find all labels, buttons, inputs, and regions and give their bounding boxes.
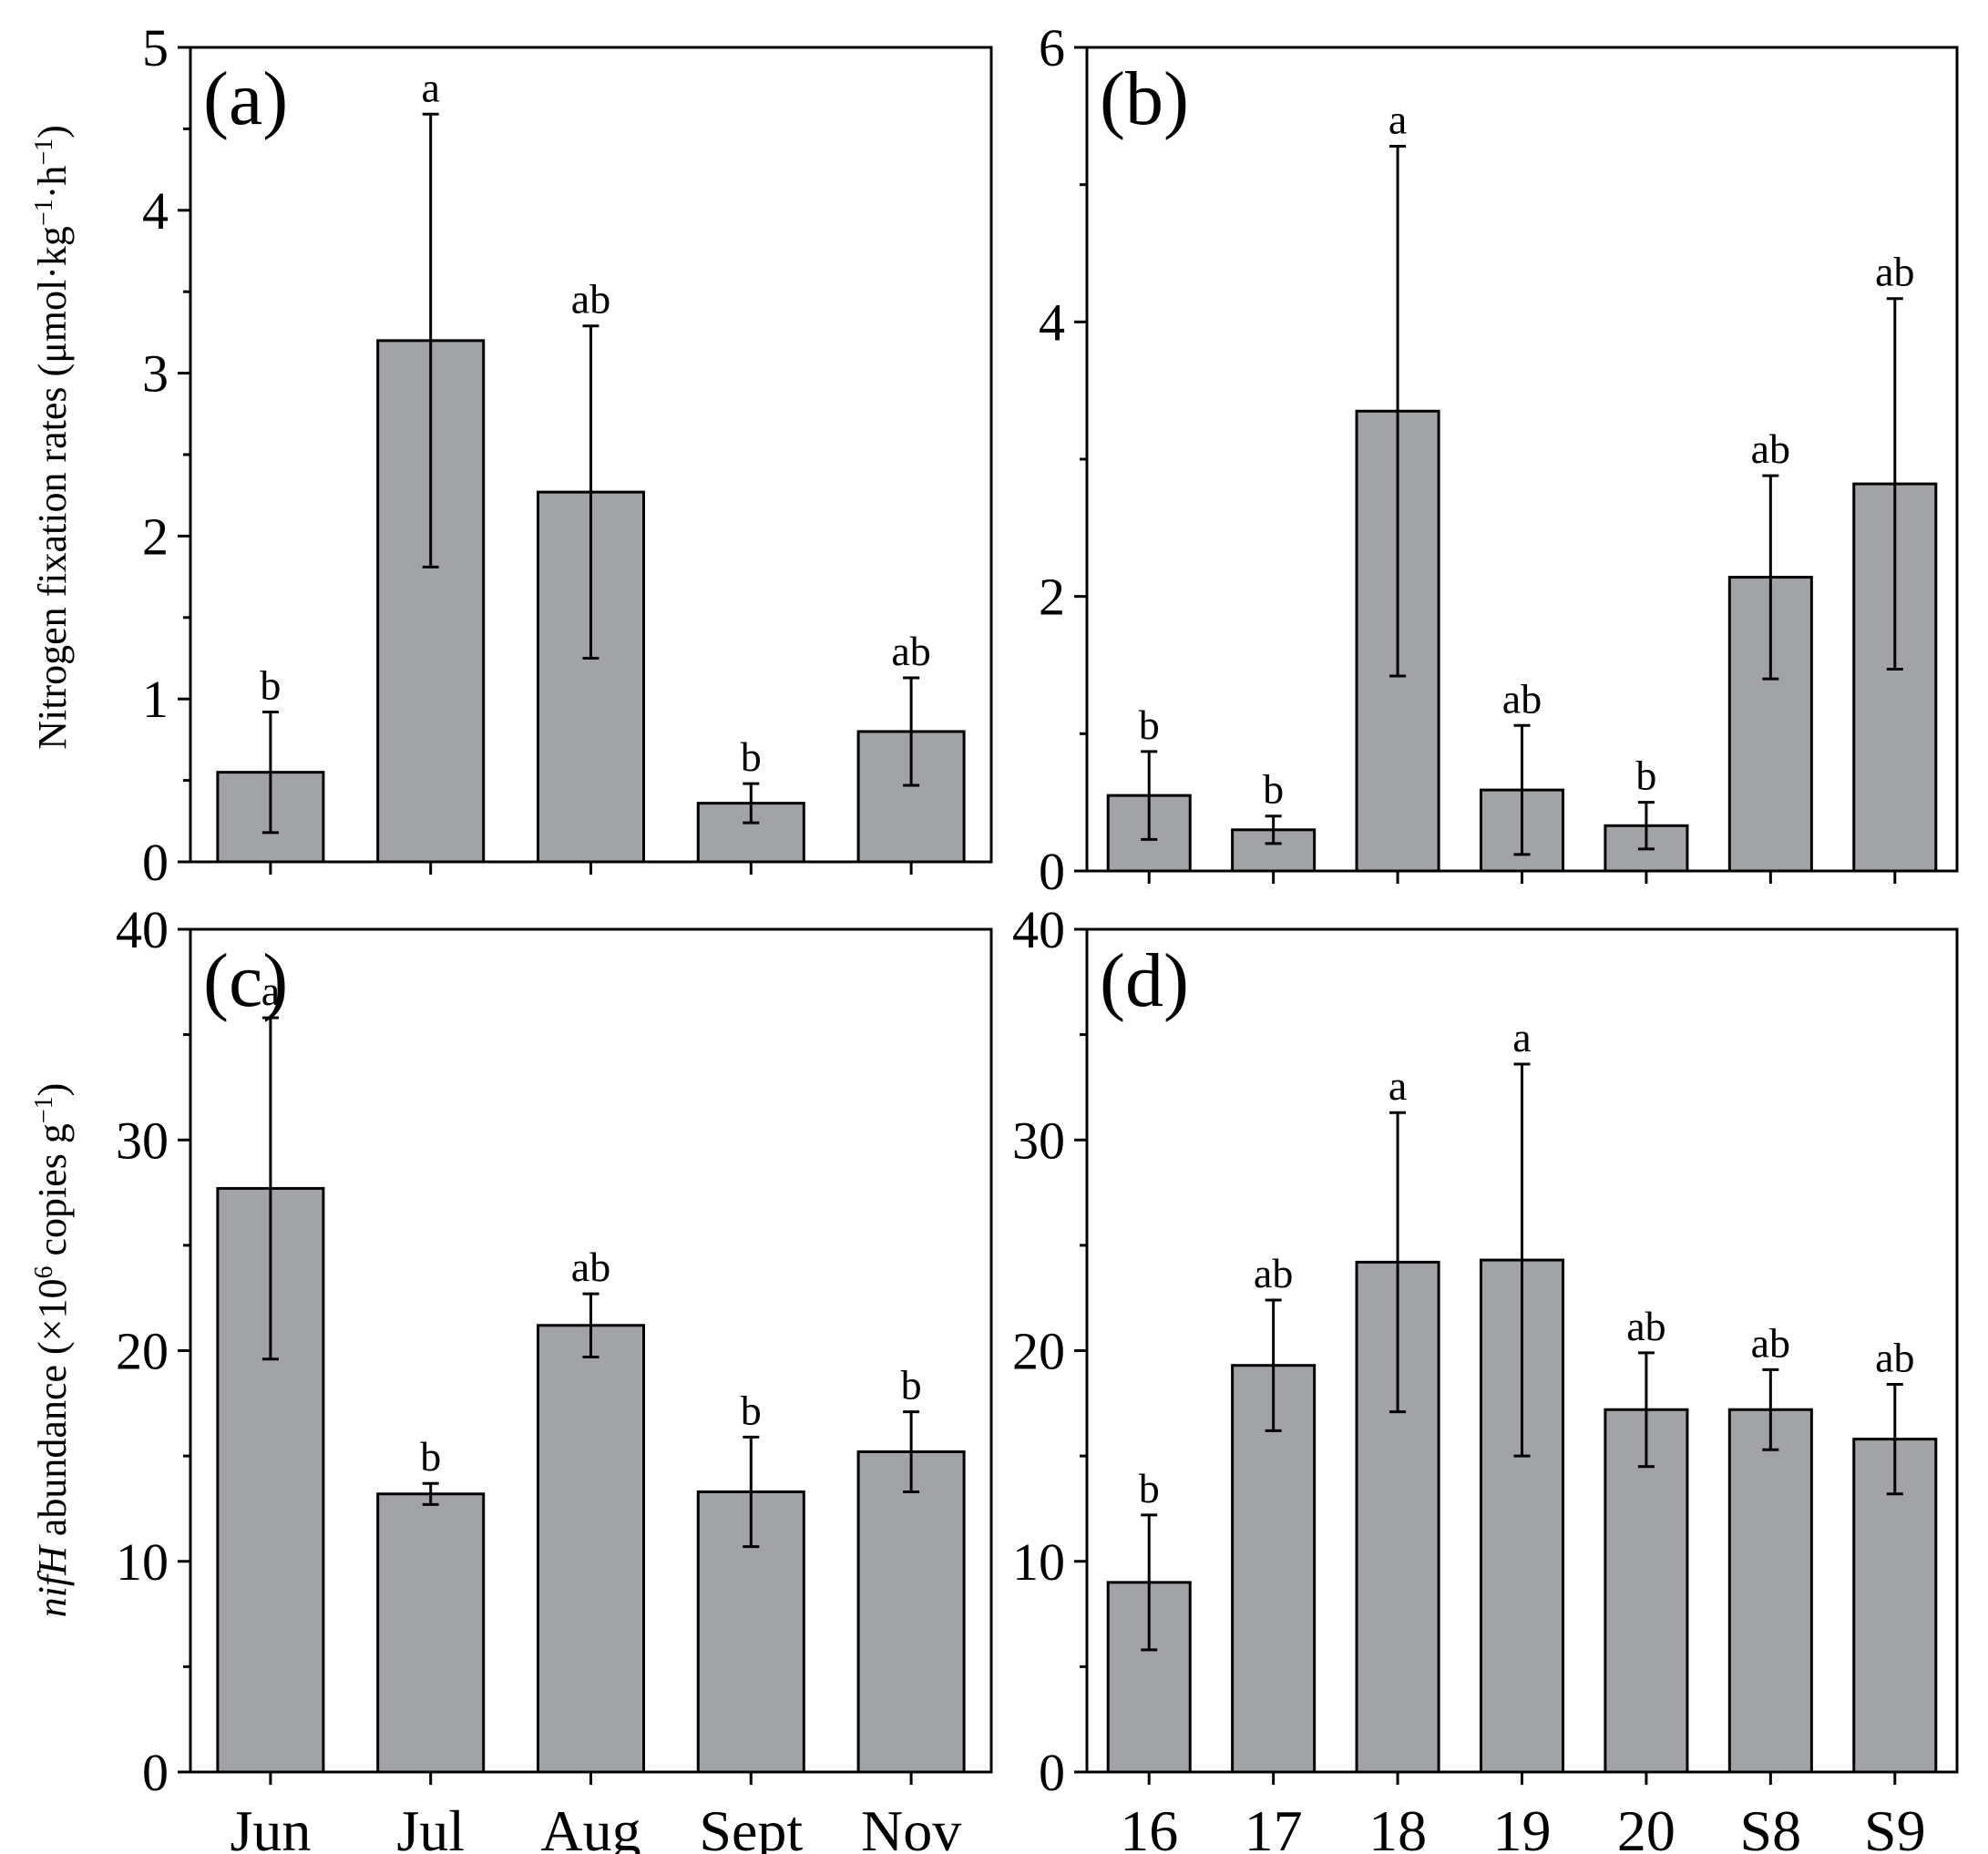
panel-b-ytick-label: 4	[1039, 292, 1065, 352]
panel-c-significance-label: ab	[571, 1244, 610, 1290]
panel-c-ytick-label: 0	[142, 1743, 169, 1802]
panel-b-label: (b)	[1100, 56, 1189, 141]
panel-c-significance-label: b	[901, 1362, 922, 1408]
panel-a-ytick-label: 0	[142, 833, 169, 892]
panel-d-label: (d)	[1100, 938, 1189, 1023]
panel-a-ylabel: Nitrogen fixation rates (μmol·kg−1·h−1)	[30, 125, 76, 750]
panel-c-bar	[536, 1324, 646, 1774]
panel-d-significance-label: ab	[1254, 1250, 1293, 1296]
panel-d-category-label: 17	[1245, 1798, 1303, 1854]
panel-c-significance-label: b	[741, 1387, 762, 1433]
panel-a-significance-label: b	[741, 733, 762, 780]
panel-a-significance-label: b	[260, 662, 281, 709]
panel-a-ytick-label: 3	[142, 344, 169, 404]
panel-c-ytick-label: 10	[116, 1532, 169, 1592]
panel-a-bar	[696, 802, 805, 864]
panel-b-significance-label: b	[1139, 702, 1160, 748]
panel-a-ytick-label: 1	[142, 670, 169, 729]
panel-d-bar	[1727, 1408, 1813, 1774]
panel-b-significance-label: ab	[1875, 249, 1914, 295]
panel-b-ytick-label: 2	[1039, 568, 1065, 627]
panel-d-category-label: 19	[1493, 1798, 1552, 1854]
panel-d-significance-label: a	[1512, 1014, 1531, 1060]
panel-b-significance-label: b	[1263, 766, 1284, 813]
panel-d-category-label: 20	[1617, 1798, 1675, 1854]
panel-c-category-label: Aug	[540, 1798, 640, 1854]
panel-c-bar	[856, 1450, 966, 1774]
panel-d-significance-label: a	[1389, 1062, 1407, 1109]
panel-c-bar	[376, 1492, 486, 1774]
panel-d-category-label: 18	[1368, 1798, 1427, 1854]
panel-c-ytick-label: 30	[116, 1111, 169, 1170]
panel-d-significance-label: ab	[1751, 1319, 1790, 1366]
panel-d-ytick-label: 0	[1039, 1743, 1065, 1802]
panel-b-significance-label: ab	[1751, 425, 1790, 472]
panel-d-significance-label: ab	[1626, 1303, 1665, 1349]
panel-a-ytick-label: 2	[142, 507, 169, 566]
panel-c-significance-label: a	[261, 968, 280, 1014]
panel-c-category-label: Jul	[396, 1798, 465, 1854]
panel-c-category-label: Sept	[699, 1798, 803, 1854]
panel-b-significance-label: ab	[1502, 675, 1542, 722]
panel-c-ytick-label: 20	[116, 1322, 169, 1381]
panel-d-category-label: 16	[1120, 1798, 1178, 1854]
panel-d-ytick-label: 20	[1012, 1322, 1065, 1381]
panel-a-significance-label: ab	[571, 276, 610, 323]
panel-c-ylabel: nifH abundance (×106 copies g−1)	[30, 1083, 76, 1618]
panel-b-significance-label: b	[1635, 753, 1656, 799]
panel-d-significance-label: ab	[1875, 1335, 1914, 1381]
panel-c-category-label: Nov	[861, 1798, 961, 1854]
panel-c-ytick-label: 40	[116, 900, 169, 959]
panel-d-category-label: S8	[1740, 1798, 1802, 1854]
panel-c-significance-label: b	[420, 1433, 441, 1480]
panel-a-ytick-label: 5	[142, 18, 169, 77]
panel-b-ytick-label: 6	[1039, 18, 1065, 77]
panel-d-ytick-label: 30	[1012, 1111, 1065, 1170]
panel-a-significance-label: a	[421, 64, 439, 110]
panel-a-label: (a)	[203, 56, 288, 141]
panel-d-significance-label: b	[1139, 1465, 1160, 1511]
panel-d-ytick-label: 40	[1012, 900, 1065, 959]
panel-d-bar	[1604, 1408, 1689, 1774]
panel-d-ytick-label: 10	[1012, 1532, 1065, 1592]
panel-b-ytick-label: 0	[1039, 842, 1065, 901]
panel-c-category-label: Jun	[230, 1798, 311, 1854]
panel-b-significance-label: a	[1389, 96, 1407, 142]
panel-d-category-label: S9	[1864, 1798, 1926, 1854]
panel-c-label: (c)	[203, 938, 288, 1023]
panel-a-significance-label: ab	[891, 628, 930, 674]
panel-a-ytick-label: 4	[142, 181, 169, 241]
